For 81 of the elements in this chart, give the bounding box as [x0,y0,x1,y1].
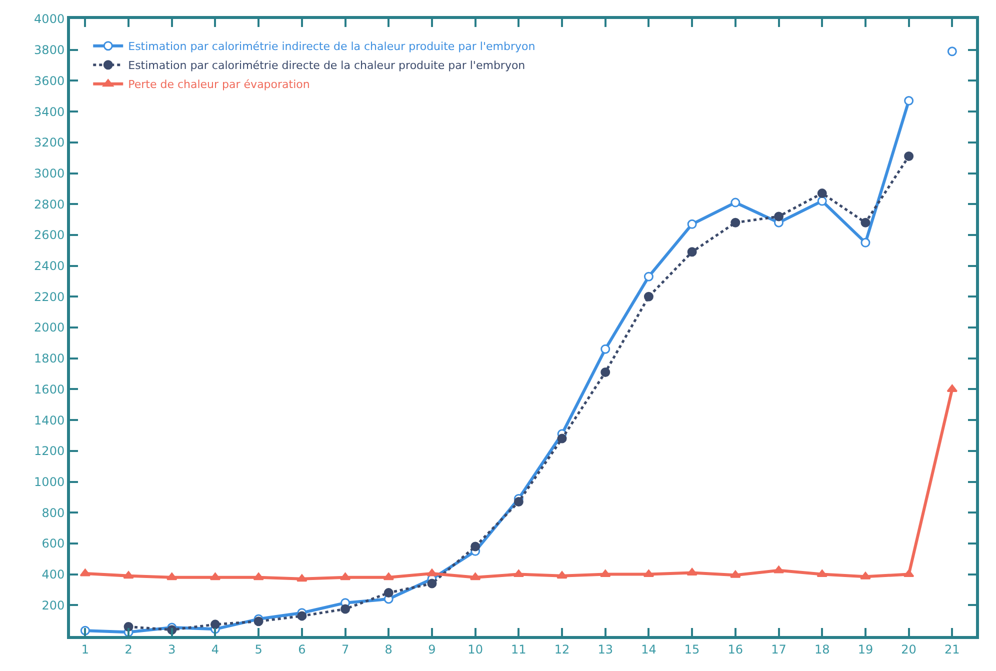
point [384,588,394,598]
y-tick-label: 1000 [34,474,65,489]
legend-label: Estimation par calorimétrie indirecte de la chaleur produite par l'embryon [128,40,536,54]
x-tick-label: 20 [901,642,916,656]
y-tick-label: 3200 [34,136,65,150]
x-tick-label: 2 [124,642,132,656]
point [730,218,740,228]
x-tick-label: 6 [298,642,306,656]
y-tick-label: 3800 [34,43,65,58]
y-tick-label: 3600 [34,74,65,88]
x-tick-label: 9 [428,642,436,656]
x-tick-label: 14 [641,642,656,656]
x-tick-label: 19 [858,642,874,656]
y-tick-label: 1200 [34,444,65,458]
y-tick-label: 2800 [34,197,65,212]
y-tick-label: 3000 [34,166,65,180]
y-tick-label: 4000 [34,12,65,26]
y-tick-label: 1400 [34,413,65,428]
y-tick-label: 2000 [34,320,65,335]
legend-label: Estimation par calorimétrie directe de la chaleur produite par l'embryon [128,59,526,72]
point [817,188,827,198]
x-tick-label: 13 [598,642,613,656]
x-tick-label: 7 [341,642,350,656]
point [644,272,654,282]
point [297,611,307,621]
point [774,212,784,222]
point [644,292,654,302]
point [730,570,741,578]
point [687,219,697,229]
point [166,572,178,580]
point [860,238,870,248]
y-tick-label: 2400 [34,259,65,273]
point [816,570,828,578]
x-tick-label: 3 [168,642,176,656]
legend-label: Perte de chaleur par évaporation [128,78,310,92]
point [210,620,220,630]
x-tick-label: 12 [554,642,570,656]
point [817,196,827,206]
point [557,434,567,444]
x-tick-label: 10 [468,642,483,656]
point [514,497,524,507]
x-tick-label: 21 [944,642,960,656]
point [383,572,394,580]
point [904,96,914,106]
point [947,46,957,56]
point [860,572,871,580]
x-tick-label: 17 [771,642,786,656]
y-tick-label: 3400 [34,104,65,119]
point [254,616,264,626]
y-tick-label: 200 [42,598,65,612]
point [904,152,914,162]
y-tick-label: 800 [42,506,65,520]
point [296,574,308,582]
point [340,604,350,614]
x-tick-label: 1 [81,642,89,656]
point [687,247,697,257]
point [253,572,264,580]
point [730,198,740,208]
point [123,571,134,579]
y-tick-label: 600 [42,536,65,551]
y-tick-label: 1800 [34,352,65,366]
x-tick-label: 5 [254,642,262,656]
y-tick-label: 2200 [34,290,65,304]
point [427,578,437,588]
point [556,571,568,579]
y-tick-label: 2600 [34,228,65,242]
x-tick-label: 18 [814,642,830,656]
point [600,367,610,377]
x-tick-label: 11 [511,642,526,656]
y-tick-label: 400 [42,568,65,582]
x-tick-label: 16 [728,642,744,656]
x-tick-label: 15 [684,642,700,656]
point [470,542,480,552]
point [426,568,438,576]
point [860,218,870,228]
point [600,344,610,354]
point [686,568,698,576]
point [124,622,134,632]
x-tick-label: 8 [384,642,392,656]
y-tick-label: 1600 [34,382,65,396]
x-tick-label: 4 [211,642,220,656]
